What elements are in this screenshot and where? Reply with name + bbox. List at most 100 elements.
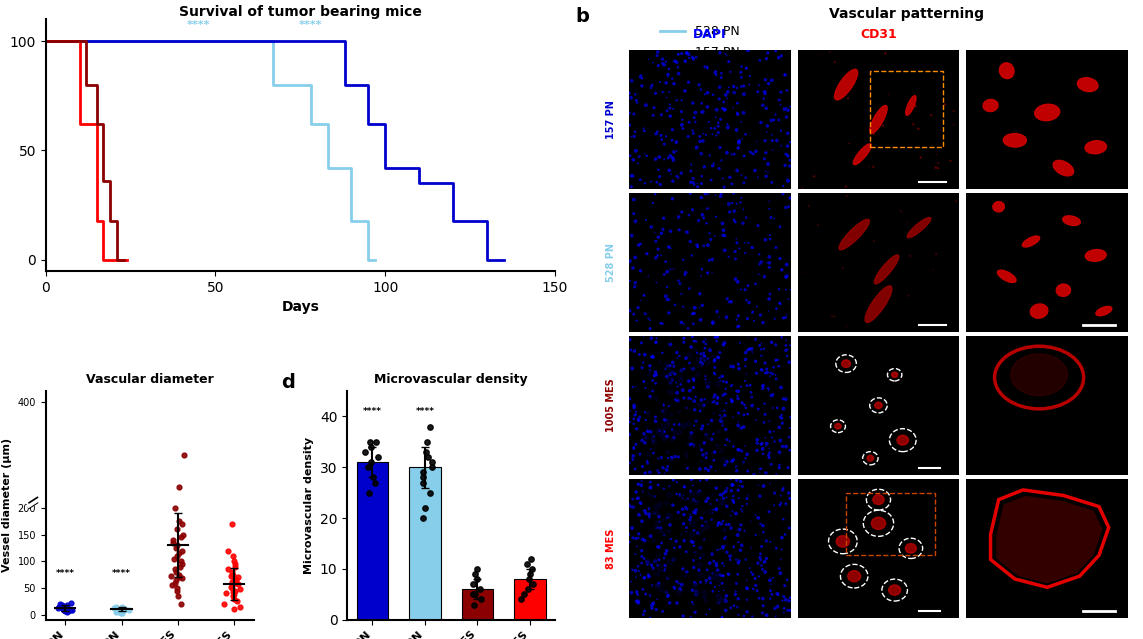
Point <box>760 258 778 268</box>
Point <box>905 102 924 112</box>
Point <box>718 377 736 387</box>
Point <box>652 584 670 594</box>
Text: DAPI: DAPI <box>693 27 727 41</box>
Point <box>736 453 754 463</box>
Point <box>656 291 674 302</box>
Ellipse shape <box>871 517 886 529</box>
Point <box>687 548 705 558</box>
Point <box>657 587 676 597</box>
Point <box>686 107 704 118</box>
Point <box>625 282 644 292</box>
Point <box>223 519 241 529</box>
Point <box>649 569 668 580</box>
Point <box>911 153 929 163</box>
Point <box>640 483 658 493</box>
Point <box>706 465 725 475</box>
Point <box>657 431 676 442</box>
Point <box>750 593 768 603</box>
Point <box>678 452 696 462</box>
Point <box>368 452 386 462</box>
Point <box>700 378 718 389</box>
Point <box>729 445 748 455</box>
Point <box>624 502 642 512</box>
Point <box>702 506 720 516</box>
Point <box>621 256 639 266</box>
Point <box>636 149 654 159</box>
Point <box>639 409 657 419</box>
Point <box>754 93 773 104</box>
Point <box>649 244 668 254</box>
Point <box>705 355 724 365</box>
Point <box>173 556 191 566</box>
Text: ****: **** <box>186 20 210 30</box>
Point <box>696 507 714 518</box>
Point <box>778 151 797 161</box>
Point <box>936 100 954 110</box>
Point <box>772 435 790 445</box>
Point <box>751 341 769 351</box>
Point <box>112 604 130 615</box>
Text: ****: **** <box>298 20 322 30</box>
Point <box>174 530 192 540</box>
Point <box>676 270 694 280</box>
Point <box>760 196 778 206</box>
Point <box>684 204 702 215</box>
Point <box>766 603 784 613</box>
Point <box>737 380 756 390</box>
Point <box>225 604 243 614</box>
Point <box>703 254 721 265</box>
Point <box>641 323 660 334</box>
Point <box>647 370 665 380</box>
Point <box>662 367 680 378</box>
Point <box>636 438 654 448</box>
Point <box>626 146 645 156</box>
Point <box>647 367 665 377</box>
Point <box>662 226 680 236</box>
Point <box>767 45 785 56</box>
Point <box>684 481 702 491</box>
Point <box>637 433 655 443</box>
Point <box>750 269 768 279</box>
Title: Microvascular density: Microvascular density <box>374 373 528 386</box>
Point <box>732 520 750 530</box>
Point <box>626 464 645 474</box>
Point <box>740 331 758 341</box>
Point <box>717 389 735 399</box>
Point <box>736 173 754 183</box>
Point <box>162 580 181 590</box>
Point <box>662 378 680 388</box>
Point <box>729 558 748 568</box>
Point <box>625 109 644 119</box>
Point <box>107 606 126 617</box>
Point <box>727 509 745 519</box>
Point <box>640 360 658 371</box>
Point <box>782 284 800 295</box>
Point <box>721 66 740 77</box>
Point <box>716 105 734 115</box>
Point <box>712 189 730 199</box>
Point <box>778 128 797 139</box>
Point <box>690 529 709 539</box>
Point <box>170 548 189 558</box>
Point <box>639 449 657 459</box>
Point <box>700 419 718 429</box>
Point <box>668 598 686 608</box>
Point <box>227 575 246 585</box>
Point <box>711 376 729 386</box>
Point <box>722 523 741 533</box>
Title: Survival of tumor bearing mice: Survival of tumor bearing mice <box>179 5 422 19</box>
Point <box>718 483 736 493</box>
Point <box>773 544 791 555</box>
Point <box>634 357 653 367</box>
Point <box>661 339 679 350</box>
Point <box>737 403 756 413</box>
Point <box>656 564 674 574</box>
Point <box>637 415 655 425</box>
Point <box>705 356 724 366</box>
Point <box>718 148 736 158</box>
Point <box>644 58 662 68</box>
Point <box>674 319 693 329</box>
Point <box>644 393 662 403</box>
Point <box>656 56 674 66</box>
Point <box>710 575 728 585</box>
